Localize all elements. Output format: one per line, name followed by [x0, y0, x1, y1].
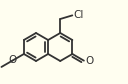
Text: O: O [8, 55, 17, 65]
Text: Cl: Cl [74, 10, 84, 20]
Text: O: O [85, 56, 94, 66]
